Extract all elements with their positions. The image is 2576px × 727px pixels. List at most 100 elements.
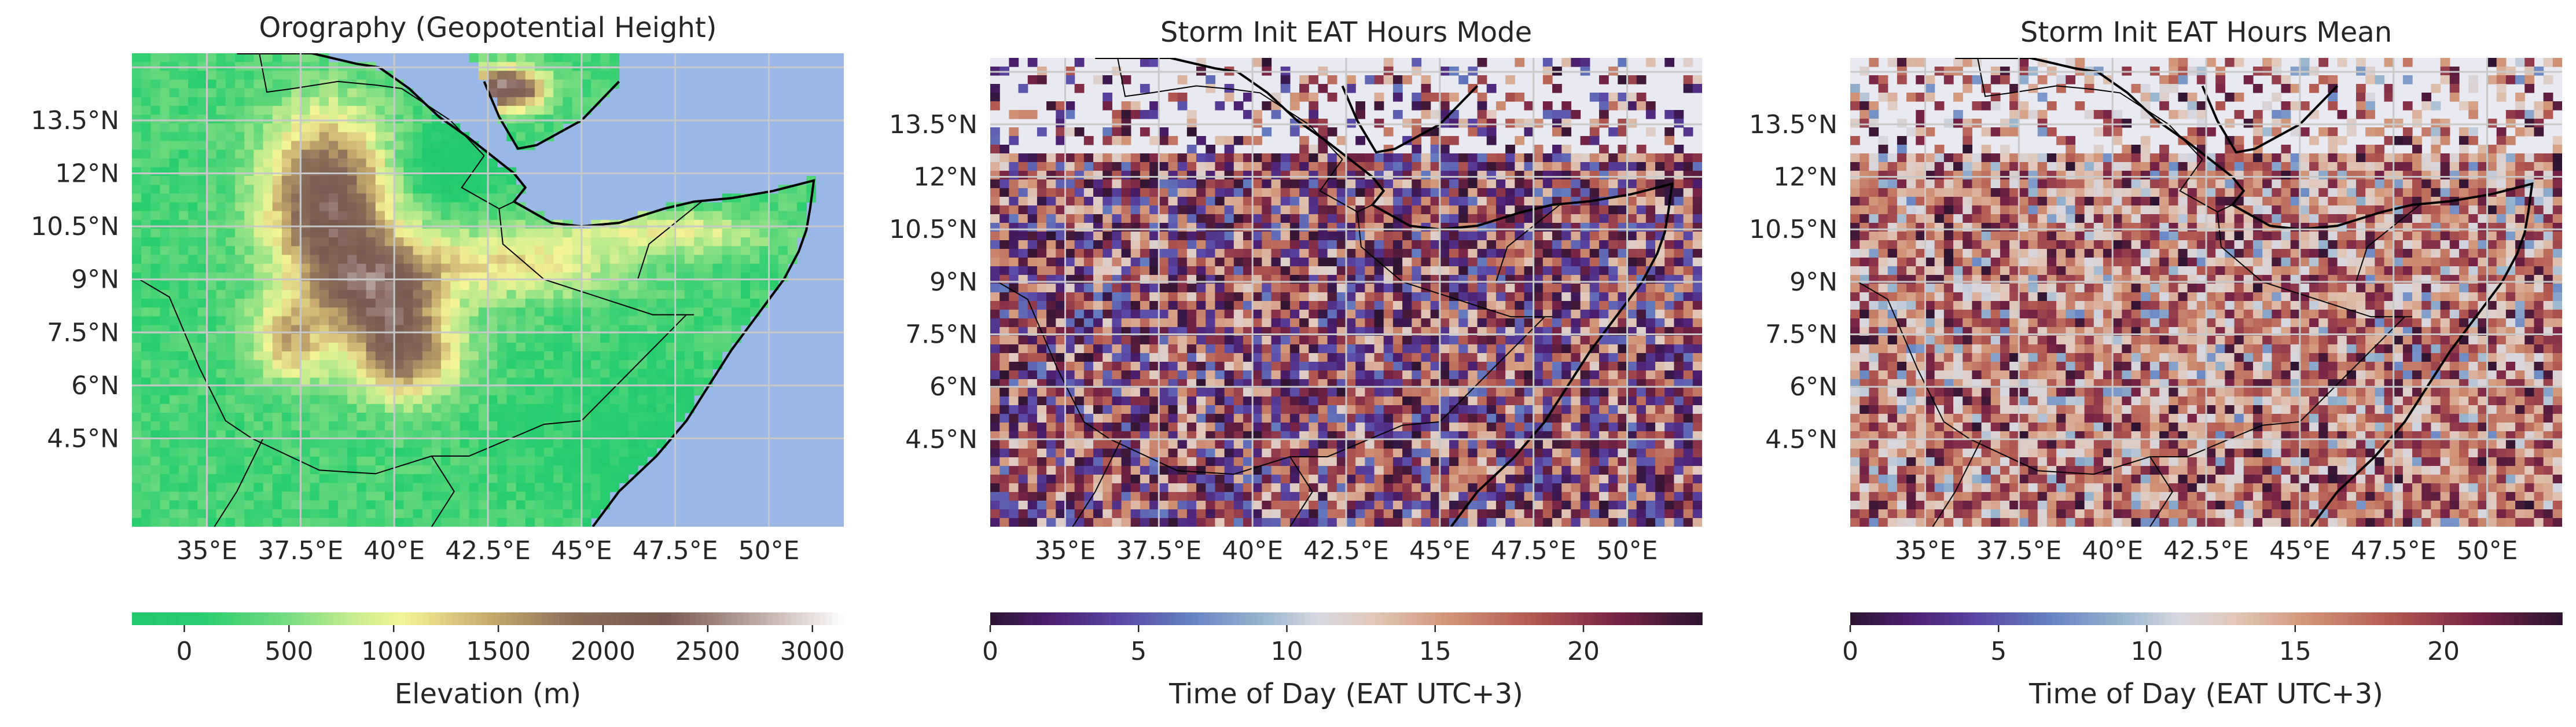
grid-cell	[1186, 197, 1197, 206]
grid-cell	[591, 447, 601, 457]
grid-cell	[291, 132, 301, 142]
grid-cell	[628, 307, 638, 317]
grid-cell	[572, 421, 582, 431]
grid-cell	[132, 299, 142, 308]
grid-cell	[1056, 101, 1066, 111]
grid-cell	[1243, 136, 1253, 145]
grid-cell	[253, 333, 264, 343]
grid-cell	[319, 105, 329, 115]
grid-cell	[263, 202, 273, 212]
grid-cell	[272, 307, 282, 317]
colorbar-segment	[322, 612, 329, 625]
grid-cell	[563, 360, 573, 369]
grid-cell	[1355, 266, 1365, 276]
grid-cell	[1140, 171, 1150, 180]
grid-cell	[769, 246, 779, 256]
grid-cell	[384, 97, 395, 107]
grid-cell	[1037, 75, 1047, 85]
grid-cell	[1159, 162, 1169, 171]
grid-cell	[1533, 171, 1544, 180]
grid-cell	[1074, 232, 1085, 241]
grid-cell	[675, 403, 685, 413]
grid-cell	[469, 255, 479, 265]
grid-cell	[1402, 249, 1412, 258]
grid-cell	[572, 509, 582, 519]
grid-cell	[188, 316, 198, 326]
grid-cell	[1515, 284, 1525, 293]
grid-cell	[403, 263, 414, 273]
grid-cell	[1627, 171, 1637, 180]
grid-cell	[637, 246, 648, 256]
grid-cell	[619, 413, 629, 422]
grid-cell	[600, 413, 610, 422]
grid-cell	[431, 115, 442, 124]
grid-cell	[553, 333, 564, 343]
grid-cell	[1674, 179, 1684, 189]
grid-cell	[1421, 258, 1431, 267]
grid-cell	[1608, 188, 1618, 197]
grid-cell	[413, 115, 423, 124]
grid-cell	[310, 88, 320, 98]
grid-cell	[516, 439, 526, 449]
colorbar-segment	[346, 612, 352, 625]
grid-cell	[516, 79, 526, 89]
grid-cell	[553, 71, 564, 80]
grid-cell	[403, 219, 414, 229]
grid-cell	[413, 132, 423, 142]
grid-cell	[328, 500, 339, 510]
grid-cell	[1515, 153, 1525, 163]
grid-cell	[1093, 284, 1103, 293]
grid-cell	[712, 342, 723, 352]
grid-cell	[384, 228, 395, 238]
grid-cell	[553, 413, 564, 422]
grid-cell	[394, 115, 404, 124]
grid-cell	[1168, 214, 1178, 223]
grid-cell	[431, 413, 442, 422]
colorbar-segment	[553, 612, 560, 625]
grid-cell	[216, 290, 226, 299]
grid-cell	[178, 141, 189, 150]
grid-cell	[478, 211, 488, 221]
grid-cell	[225, 351, 236, 361]
grid-cell	[310, 237, 320, 247]
lat-tick-label: 9°N	[71, 265, 119, 295]
grid-cell	[1458, 258, 1468, 267]
grid-cell	[310, 158, 320, 168]
grid-cell	[338, 500, 348, 510]
grid-cell	[1196, 240, 1206, 249]
grid-cell	[1027, 223, 1038, 232]
grid-cell	[1280, 284, 1291, 293]
grid-cell	[188, 141, 198, 150]
grid-cell	[225, 158, 236, 168]
grid-cell	[1346, 292, 1356, 302]
grid-cell	[497, 491, 507, 501]
grid-cell	[1206, 232, 1216, 241]
grid-cell	[431, 491, 442, 501]
grid-cell	[1243, 318, 1253, 328]
grid-cell	[244, 386, 254, 396]
grid-cell	[394, 290, 404, 299]
grid-cell	[132, 439, 142, 449]
grid-cell	[328, 185, 339, 194]
grid-cell	[244, 377, 254, 387]
grid-cell	[141, 149, 151, 159]
grid-cell	[1477, 188, 1487, 197]
grid-cell	[1674, 310, 1684, 319]
grid-cell	[281, 430, 292, 440]
grid-cell	[263, 299, 273, 308]
grid-cell	[281, 149, 292, 159]
grid-cell	[516, 290, 526, 299]
lon-tick-label: 35°E	[177, 536, 238, 566]
grid-cell	[1571, 284, 1581, 293]
grid-cell	[1018, 223, 1028, 232]
grid-cell	[375, 439, 385, 449]
grid-cell	[150, 53, 161, 63]
grid-cell	[244, 509, 254, 519]
grid-cell	[291, 299, 301, 308]
grid-cell	[647, 413, 657, 422]
grid-cell	[1458, 292, 1468, 302]
grid-cell	[338, 281, 348, 291]
grid-cell	[572, 333, 582, 343]
grid-cell	[1346, 266, 1356, 276]
grid-cell	[478, 517, 488, 527]
